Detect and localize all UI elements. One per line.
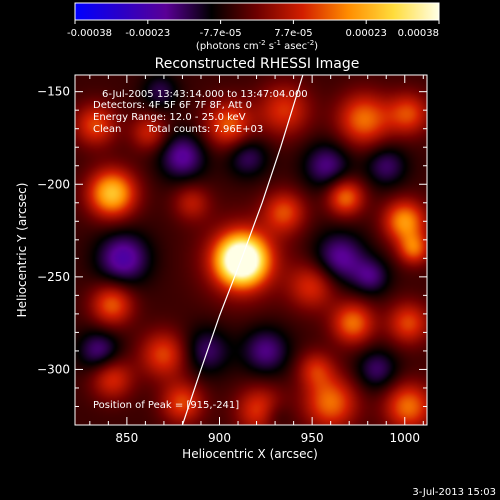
colorbar-tick-label: -0.00038	[67, 28, 112, 39]
chart-title: Reconstructed RHESSI Image	[155, 56, 360, 72]
y-tick-label: −250	[37, 270, 70, 284]
heatmap-image	[75, 75, 427, 425]
y-tick-label: −150	[37, 85, 70, 99]
x-axis-label: Heliocentric X (arcsec)	[182, 447, 318, 461]
colorbar-tick-label: -0.00023	[125, 28, 170, 39]
annotation-time: 6-Jul-2005 13:43:14.000 to 13:47:04.000	[102, 89, 308, 100]
axis-tick-labels: 850 900 950 1000 −150 −200 −250 −300	[37, 85, 420, 445]
axis-tick-marks	[75, 75, 427, 426]
annotation-counts: Total counts: 7.96E+03	[146, 124, 263, 135]
solar-limb-line	[181, 75, 304, 425]
x-tick-label: 900	[208, 431, 231, 445]
plot-area	[75, 75, 427, 425]
peak-position-label: Position of Peak = [915,-241]	[93, 400, 239, 411]
plot-frame	[74, 74, 428, 426]
colorbar-tick-label: 0.00038	[398, 28, 439, 39]
annotation-energy: Energy Range: 12.0 - 25.0 keV	[93, 112, 246, 123]
x-tick-label: 1000	[389, 431, 420, 445]
x-tick-label: 950	[301, 431, 324, 445]
colorbar: -0.00038 -0.00023 -7.7e-05 7.7e-05 0.00023 0.…	[67, 2, 440, 52]
colorbar-tick-label: 7.7e-05	[274, 28, 312, 39]
y-tick-label: −300	[37, 362, 70, 376]
colorbar-tick-marks	[74, 20, 440, 24]
annotation-block: 6-Jul-2005 13:43:14.000 to 13:47:04.000 …	[93, 89, 308, 135]
colorbar-units: (photons cm-2 s-1 asec-2)	[196, 39, 318, 52]
annotation-detectors: Detectors: 4F 5F 6F 7F 8F, Att 0	[93, 100, 252, 111]
colorbar-tick-labels: -0.00038 -0.00023 -7.7e-05 7.7e-05 0.00023 0.…	[67, 28, 439, 39]
y-tick-label: −200	[37, 177, 70, 191]
colorbar-tick-label: 0.00023	[346, 28, 387, 39]
footer-timestamp: 3-Jul-2013 15:03	[412, 487, 496, 498]
x-tick-label: 850	[115, 431, 138, 445]
annotation-method: Clean	[93, 124, 121, 135]
colorbar-tick-label: -7.7e-05	[200, 28, 242, 39]
y-axis-label: Heliocentric Y (arcsec)	[15, 183, 29, 318]
colorbar-gradient	[74, 2, 440, 21]
